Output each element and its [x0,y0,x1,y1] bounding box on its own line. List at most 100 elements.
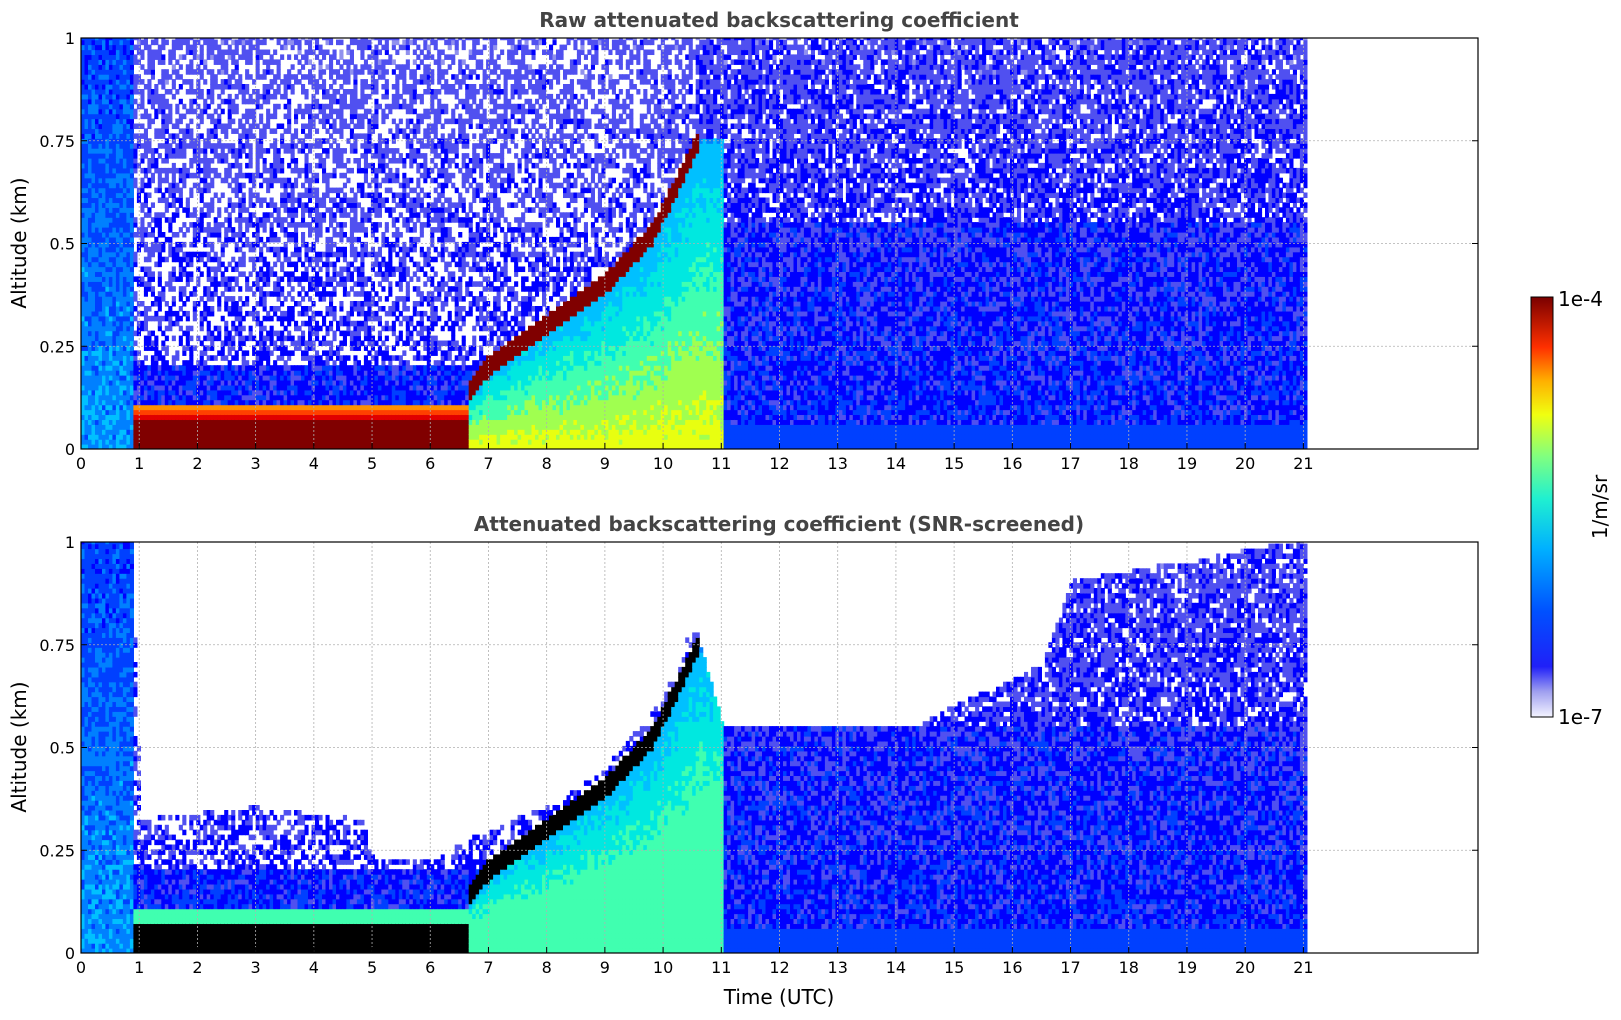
heatmap-cell [199,384,204,391]
heatmap-cell [161,345,166,351]
heatmap-cell [126,128,131,134]
heatmap-cell [301,38,306,41]
heatmap-cell [332,232,337,238]
heatmap-cell [175,424,180,430]
heatmap-cell [95,143,100,149]
heatmap-cell [95,350,100,356]
heatmap-cell [140,424,145,430]
heatmap-cell [262,84,267,90]
heatmap-cell [342,429,347,435]
heatmap-cell [108,153,113,159]
heatmap-cell [290,296,295,302]
heatmap-cell [203,227,208,233]
heatmap-cell [325,276,330,282]
heatmap-cell [88,74,93,80]
heatmap-cell [346,429,351,435]
heatmap-cell [353,266,358,273]
heatmap-cell [262,281,267,287]
heatmap-cell [150,345,155,351]
heatmap-cell [259,414,264,421]
heatmap-cell [342,232,347,238]
heatmap-cell [213,172,218,179]
heatmap-cell [143,389,148,396]
heatmap-cell [301,384,306,391]
heatmap-cell [122,69,127,75]
heatmap-cell [112,84,117,90]
heatmap-cell [147,69,152,75]
heatmap-cell [294,236,299,243]
heatmap-cell [241,301,246,307]
heatmap-cell [349,399,354,406]
heatmap-cell [161,291,166,297]
heatmap-cell [143,202,148,208]
heatmap-cell [342,399,347,406]
heatmap-cell [84,54,89,60]
heatmap-cell [185,296,190,302]
heatmap-cell [189,380,194,386]
heatmap-cell [171,266,176,273]
heatmap-cell [363,370,368,376]
heatmap-cell [294,345,299,351]
heatmap-cell [171,123,176,130]
heatmap-cell [346,444,351,449]
heatmap-cell [339,103,344,110]
heatmap-cell [105,182,110,189]
heatmap-cell [349,207,354,213]
heatmap-cell [203,79,208,85]
heatmap-cell [356,202,361,208]
heatmap-cell [311,246,316,253]
heatmap-cell [255,419,260,425]
heatmap-cell [91,419,96,425]
heatmap-cell [301,310,306,317]
heatmap-cell [122,118,127,125]
heatmap-cell [98,375,103,381]
heatmap-cell [115,424,120,430]
heatmap-cell [356,69,361,75]
heatmap-cell [280,222,285,228]
heatmap-cell [147,384,152,391]
heatmap-cell [346,64,351,70]
heatmap-cell [255,444,260,449]
heatmap-cell [112,202,117,208]
heatmap-cell [294,108,299,115]
heatmap-cell [315,128,320,134]
heatmap-cell [360,251,365,258]
heatmap-cell [273,389,278,396]
heatmap-cell [140,227,145,233]
heatmap-cell [126,98,131,105]
heatmap-cell [147,375,152,381]
heatmap-cell [245,138,250,144]
heatmap-cell [115,236,120,243]
heatmap-cell [143,380,148,386]
heatmap-cell [84,306,89,312]
heatmap-cell [273,404,278,411]
heatmap-cell [269,69,274,75]
heatmap-cell [115,177,120,184]
heatmap-cell [133,113,138,120]
heatmap-cell [259,434,264,440]
heatmap-cell [356,375,361,381]
heatmap-cell [185,444,190,449]
heatmap-cell [342,89,347,95]
heatmap-cell [363,232,368,238]
heatmap-cell [227,365,232,371]
heatmap-cell [213,384,218,391]
heatmap-cell [213,434,218,440]
heatmap-cell [196,89,201,95]
heatmap-cell [178,256,183,263]
heatmap-cell [154,236,159,243]
heatmap-cell [336,222,341,228]
heatmap-cell [269,54,274,60]
heatmap-cell [182,419,187,425]
heatmap-cell [224,217,229,223]
heatmap-cell [329,345,334,351]
heatmap-cell [245,399,250,406]
heatmap-cell [115,345,120,351]
heatmap-cell [95,251,100,258]
heatmap-cell [185,276,190,282]
heatmap-cell [353,202,358,208]
heatmap-cell [105,256,110,263]
heatmap-cell [122,429,127,435]
heatmap-cell [234,192,239,199]
heatmap-cell [276,162,281,169]
